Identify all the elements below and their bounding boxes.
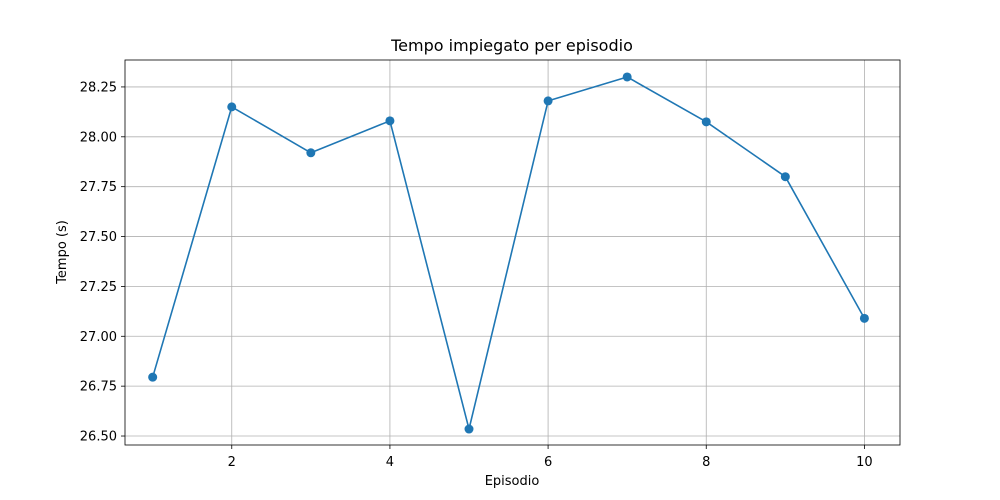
data-point <box>385 116 395 126</box>
data-point <box>859 313 869 323</box>
series-line <box>151 76 866 430</box>
y-tick-label: 27.25 <box>80 280 117 295</box>
x-axis: 2 4 6 8 10 <box>228 445 873 470</box>
data-point <box>780 172 790 182</box>
data-point <box>148 372 158 382</box>
data-point <box>543 96 553 106</box>
y-tick-label: 28.25 <box>80 80 117 95</box>
data-point <box>227 102 237 112</box>
y-tick-label: 27.75 <box>80 180 117 195</box>
x-tick-label: 8 <box>702 455 710 470</box>
grid <box>125 60 900 445</box>
chart-title: Tempo impiegato per episodio <box>390 36 633 55</box>
data-point <box>622 72 632 82</box>
x-tick-label: 4 <box>386 455 394 470</box>
y-tick-label: 28.00 <box>80 130 117 145</box>
data-point <box>701 117 711 127</box>
y-axis-label: Tempo (s) <box>55 220 70 285</box>
data-point <box>306 148 316 158</box>
plot-frame <box>124 59 901 446</box>
y-tick-label: 26.50 <box>80 430 117 445</box>
y-tick-label: 27.00 <box>80 330 117 345</box>
x-tick-label: 10 <box>856 455 873 470</box>
data-point <box>464 424 474 434</box>
y-tick-label: 27.50 <box>80 230 117 245</box>
series-layer <box>148 72 869 434</box>
y-axis: 26.50 26.75 27.00 27.25 27.50 27.75 28.00 28.25 <box>80 80 125 445</box>
x-tick-label: 6 <box>544 455 552 470</box>
x-tick-label: 2 <box>228 455 236 470</box>
x-axis-label: Episodio <box>485 474 540 489</box>
y-tick-label: 26.75 <box>80 380 117 395</box>
